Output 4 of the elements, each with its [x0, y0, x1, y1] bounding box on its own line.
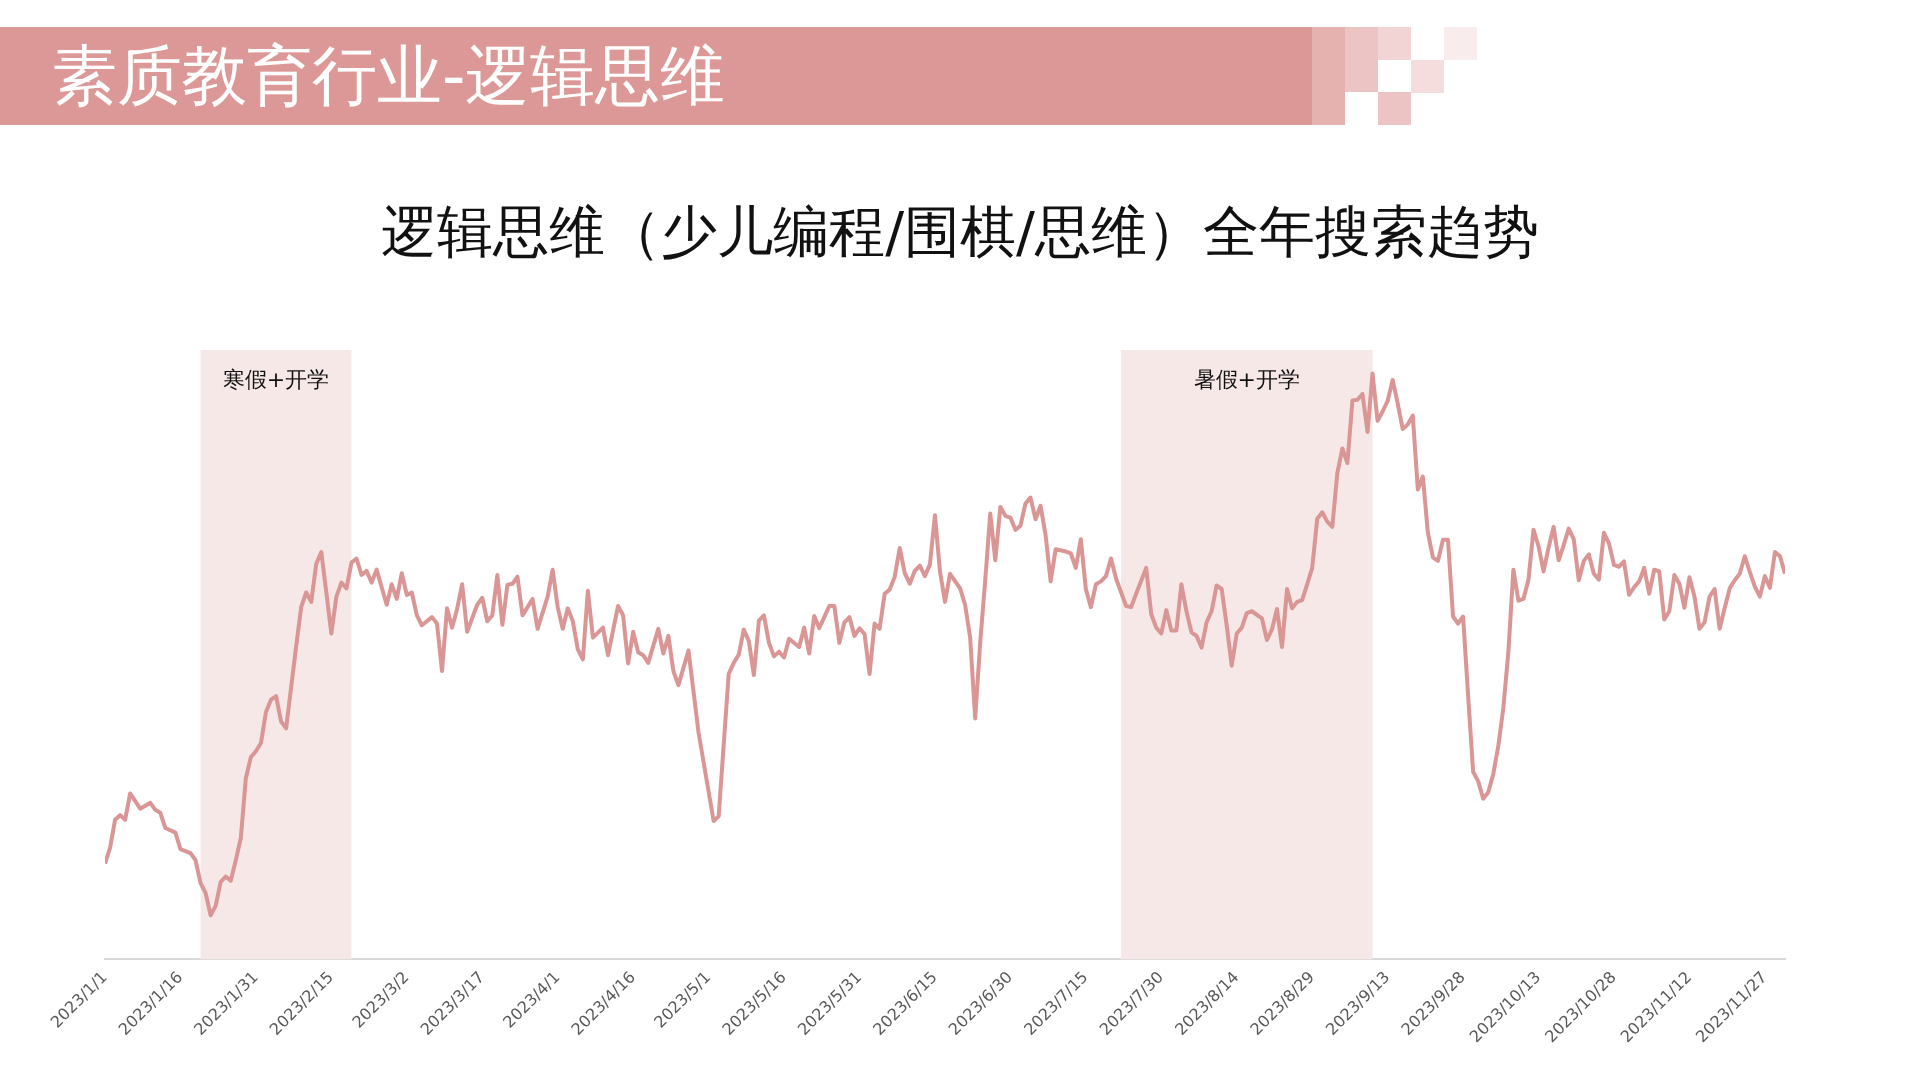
band-label: 暑假+开学: [1193, 366, 1301, 392]
chart-subtitle: 逻辑思维（少儿编程/围棋/思维）全年搜索趋势: [380, 198, 1540, 266]
band-label: 寒假+开学: [222, 366, 330, 392]
chart-title: 素质教育行业-逻辑思维: [52, 37, 726, 115]
